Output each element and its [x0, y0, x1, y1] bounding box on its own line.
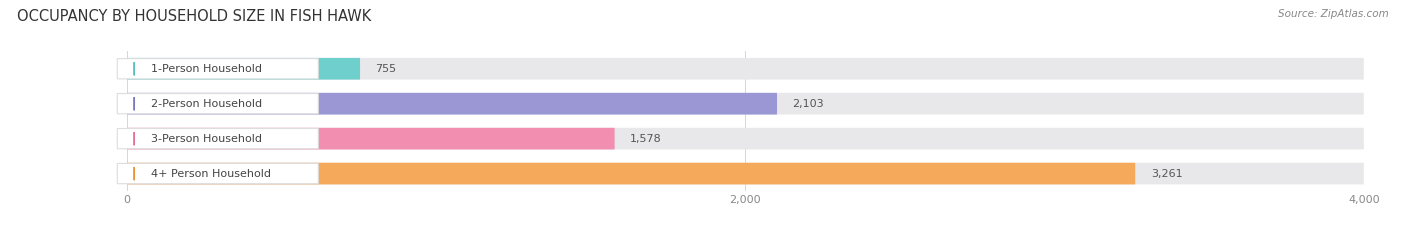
Text: 755: 755 — [375, 64, 396, 74]
FancyBboxPatch shape — [127, 128, 1364, 150]
Text: 3,261: 3,261 — [1150, 169, 1182, 178]
Text: 1,578: 1,578 — [630, 134, 662, 144]
FancyBboxPatch shape — [117, 59, 318, 79]
FancyBboxPatch shape — [127, 58, 1364, 80]
FancyBboxPatch shape — [117, 164, 318, 184]
Text: Source: ZipAtlas.com: Source: ZipAtlas.com — [1278, 9, 1389, 19]
FancyBboxPatch shape — [127, 128, 614, 150]
FancyBboxPatch shape — [117, 93, 318, 114]
Text: 3-Person Household: 3-Person Household — [152, 134, 263, 144]
FancyBboxPatch shape — [127, 58, 360, 80]
Text: 2-Person Household: 2-Person Household — [152, 99, 263, 109]
FancyBboxPatch shape — [127, 163, 1135, 185]
FancyBboxPatch shape — [127, 93, 1364, 115]
FancyBboxPatch shape — [127, 163, 1364, 185]
Text: 4+ Person Household: 4+ Person Household — [152, 169, 271, 178]
FancyBboxPatch shape — [127, 93, 778, 115]
FancyBboxPatch shape — [117, 129, 318, 149]
Text: OCCUPANCY BY HOUSEHOLD SIZE IN FISH HAWK: OCCUPANCY BY HOUSEHOLD SIZE IN FISH HAWK — [17, 9, 371, 24]
Text: 1-Person Household: 1-Person Household — [152, 64, 263, 74]
Text: 2,103: 2,103 — [793, 99, 824, 109]
